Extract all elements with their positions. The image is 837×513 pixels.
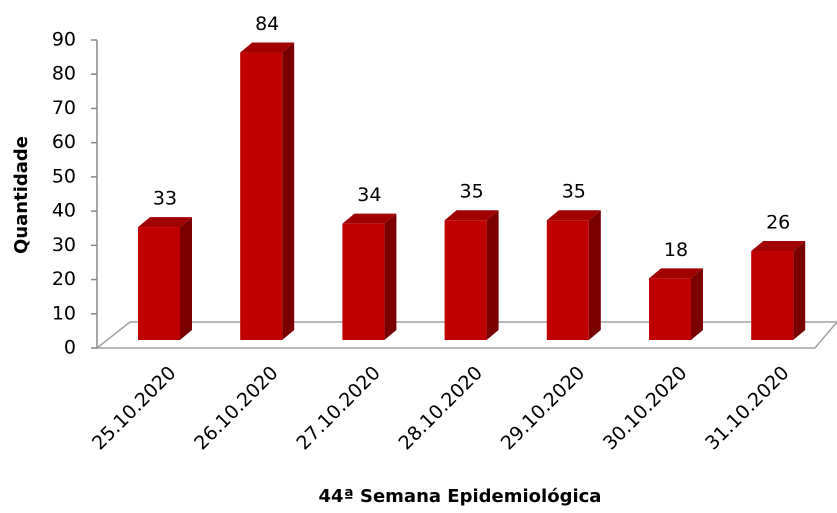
bar-side [180,217,192,340]
data-label: 33 [153,188,177,210]
x-tick-label: 28.10.2020 [395,362,487,454]
data-label: 26 [766,212,790,234]
y-tick-label: 70 [52,97,76,119]
bar [444,220,487,340]
bar-side [282,42,295,341]
bar-top [751,241,806,252]
bar [751,251,794,340]
x-tick-label: 25.10.2020 [88,362,180,454]
bar-side [486,210,499,340]
bar-top [649,268,703,279]
y-tick-label: 80 [52,63,76,85]
y-tick-label: 20 [52,268,76,290]
bar-top [240,42,295,53]
y-tick-label: 0 [64,337,76,359]
x-tick-label: 27.10.2020 [292,362,384,454]
bar [138,227,180,340]
y-tick-label: 10 [52,302,76,324]
bar-top [444,210,499,221]
y-tick-label: 50 [52,165,76,187]
bar [342,223,385,340]
bar-side [384,213,397,340]
bar-side [793,241,806,340]
x-tick-label: 29.10.2020 [497,362,589,454]
x-tick-label: 26.10.2020 [190,362,282,454]
y-tick-label: 90 [52,29,76,51]
bar-top [546,210,601,221]
x-axis-title: 44ª Semana Epidemiológica [319,486,602,507]
bar-side [691,268,703,340]
y-tick-label: 30 [52,234,76,256]
y-axis-title: Quantidade [11,136,32,254]
bar-side [588,210,601,340]
bar [240,52,283,341]
data-label: 35 [562,181,586,203]
y-tick-label: 60 [52,131,76,153]
data-label: 34 [357,184,381,206]
bar-top [138,217,192,228]
data-label: 18 [664,239,688,261]
x-tick-label: 30.10.2020 [599,362,691,454]
y-tick-label: 40 [52,200,76,222]
bar [546,220,589,340]
x-tick-label: 31.10.2020 [701,362,793,454]
data-label: 35 [460,181,484,203]
bar-top [342,213,397,224]
data-label: 84 [255,13,279,35]
bar [649,278,691,340]
